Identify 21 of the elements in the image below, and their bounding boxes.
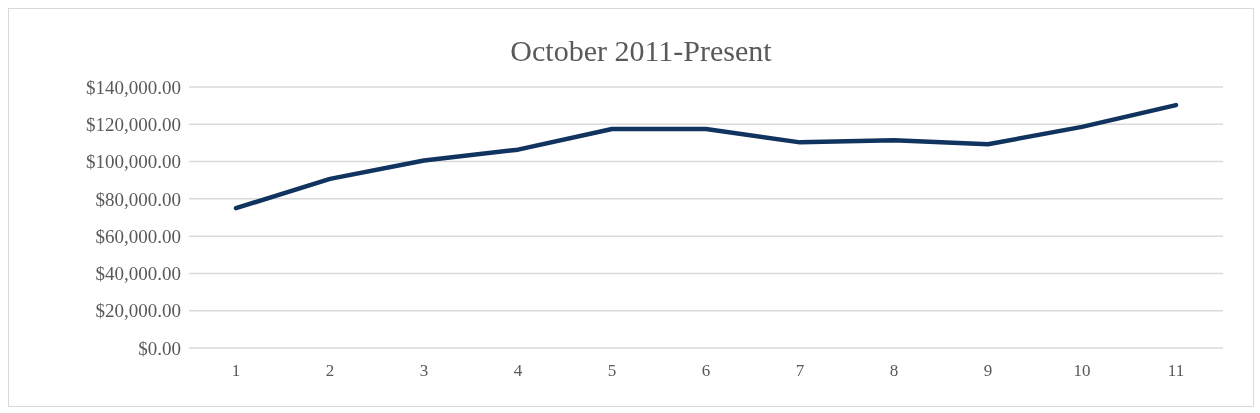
x-tick-label: 10 — [1073, 361, 1091, 380]
x-tick-label: 8 — [889, 361, 899, 380]
y-tick-label: $0.00 — [138, 337, 181, 359]
x-tick-label: 1 — [231, 361, 241, 380]
y-tick-label: $140,000.00 — [86, 76, 181, 98]
x-tick-label: 11 — [1167, 361, 1185, 380]
x-tick-label: 3 — [419, 361, 429, 380]
x-tick-label: 7 — [795, 361, 805, 380]
x-tick-label: 4 — [513, 361, 523, 380]
line-series — [233, 102, 1179, 211]
x-tick-label: 5 — [607, 361, 617, 380]
x-tick-label: 9 — [983, 361, 993, 380]
chart-title: October 2011-Present — [510, 34, 773, 67]
y-tick-label: $120,000.00 — [86, 113, 181, 135]
x-tick-label: 6 — [701, 361, 711, 380]
y-tick-label: $60,000.00 — [95, 225, 181, 247]
x-tick-label: 2 — [325, 361, 335, 380]
y-tick-label: $80,000.00 — [95, 188, 181, 210]
y-tick-label: $40,000.00 — [95, 263, 181, 285]
y-tick-label: $20,000.00 — [95, 300, 181, 322]
y-tick-label: $100,000.00 — [86, 151, 181, 173]
